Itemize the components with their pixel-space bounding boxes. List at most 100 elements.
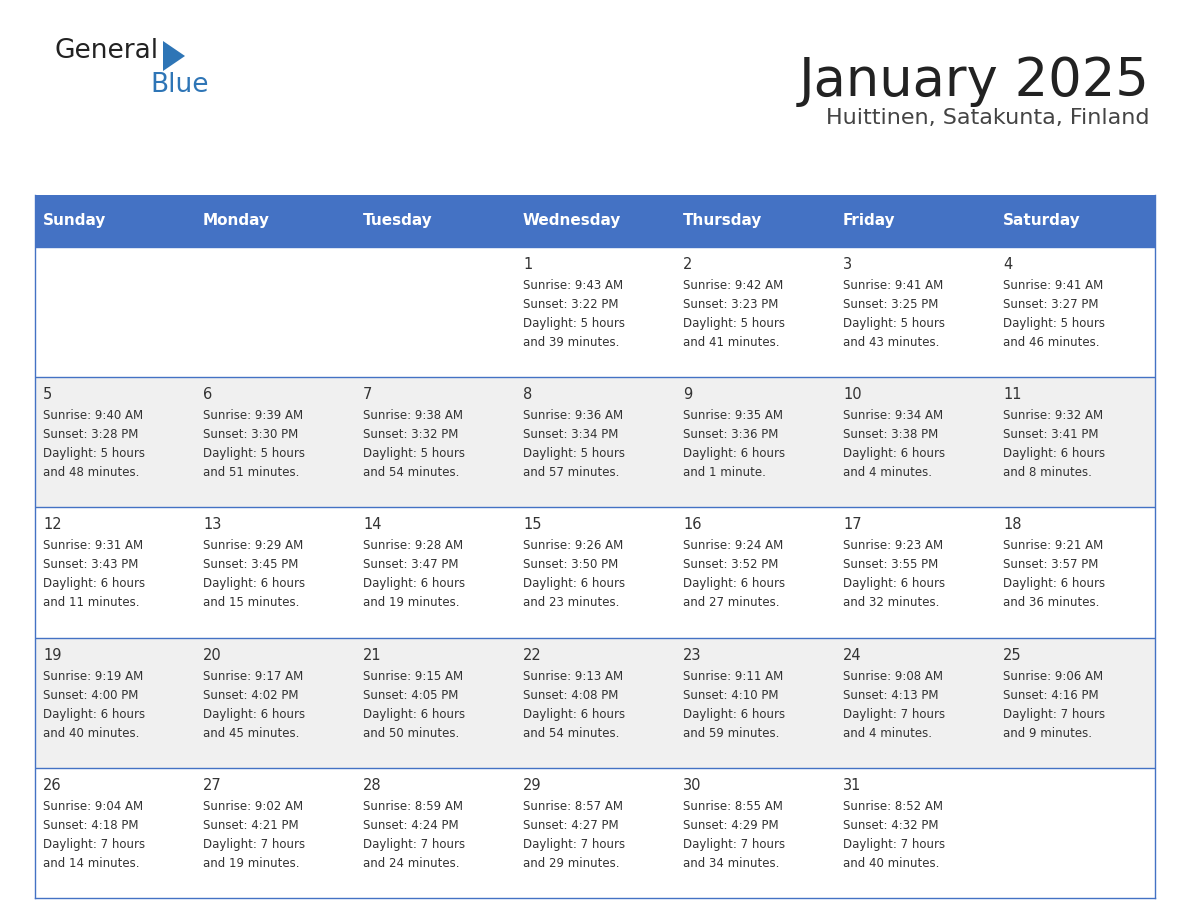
Bar bbox=[675, 195, 835, 247]
Text: and 41 minutes.: and 41 minutes. bbox=[683, 336, 779, 349]
Text: 5: 5 bbox=[43, 387, 52, 402]
Text: 12: 12 bbox=[43, 518, 62, 532]
Text: and 43 minutes.: and 43 minutes. bbox=[843, 336, 940, 349]
Text: Sunset: 3:43 PM: Sunset: 3:43 PM bbox=[43, 558, 138, 571]
Bar bbox=[516, 195, 675, 247]
Bar bbox=[996, 508, 1155, 638]
Bar bbox=[835, 508, 996, 638]
Bar bbox=[516, 508, 675, 638]
Bar bbox=[835, 638, 996, 767]
Text: 8: 8 bbox=[523, 387, 532, 402]
Text: Daylight: 7 hours: Daylight: 7 hours bbox=[683, 838, 785, 851]
Bar bbox=[675, 377, 835, 508]
Text: and 40 minutes.: and 40 minutes. bbox=[43, 727, 139, 740]
Bar bbox=[996, 638, 1155, 767]
Text: Daylight: 5 hours: Daylight: 5 hours bbox=[43, 447, 145, 460]
Text: 30: 30 bbox=[683, 778, 701, 793]
Text: Sunrise: 9:28 AM: Sunrise: 9:28 AM bbox=[364, 540, 463, 553]
Text: Daylight: 5 hours: Daylight: 5 hours bbox=[364, 447, 465, 460]
Text: Daylight: 5 hours: Daylight: 5 hours bbox=[523, 317, 625, 330]
Text: and 32 minutes.: and 32 minutes. bbox=[843, 597, 940, 610]
Bar bbox=[835, 767, 996, 898]
Bar bbox=[516, 767, 675, 898]
Bar bbox=[996, 195, 1155, 247]
Text: Sunset: 3:41 PM: Sunset: 3:41 PM bbox=[1003, 428, 1099, 442]
Text: Sunset: 3:52 PM: Sunset: 3:52 PM bbox=[683, 558, 778, 571]
Bar bbox=[195, 638, 355, 767]
Text: and 29 minutes.: and 29 minutes. bbox=[523, 856, 619, 869]
Text: Friday: Friday bbox=[843, 214, 896, 229]
Text: Sunset: 3:38 PM: Sunset: 3:38 PM bbox=[843, 428, 939, 442]
Text: 14: 14 bbox=[364, 518, 381, 532]
Text: 26: 26 bbox=[43, 778, 62, 793]
Text: Sunset: 4:00 PM: Sunset: 4:00 PM bbox=[43, 688, 138, 701]
Bar bbox=[675, 247, 835, 377]
Text: Sunset: 3:45 PM: Sunset: 3:45 PM bbox=[203, 558, 298, 571]
Text: Sunrise: 9:42 AM: Sunrise: 9:42 AM bbox=[683, 279, 783, 292]
Bar bbox=[34, 195, 195, 247]
Text: 25: 25 bbox=[1003, 647, 1022, 663]
Text: 21: 21 bbox=[364, 647, 381, 663]
Text: Daylight: 6 hours: Daylight: 6 hours bbox=[1003, 447, 1105, 460]
Text: Sunrise: 9:35 AM: Sunrise: 9:35 AM bbox=[683, 409, 783, 422]
Polygon shape bbox=[163, 41, 185, 71]
Text: Sunset: 3:27 PM: Sunset: 3:27 PM bbox=[1003, 298, 1099, 311]
Text: Sunrise: 9:04 AM: Sunrise: 9:04 AM bbox=[43, 800, 143, 812]
Text: 17: 17 bbox=[843, 518, 861, 532]
Text: Sunrise: 8:59 AM: Sunrise: 8:59 AM bbox=[364, 800, 463, 812]
Text: Sunrise: 9:06 AM: Sunrise: 9:06 AM bbox=[1003, 669, 1104, 683]
Text: 28: 28 bbox=[364, 778, 381, 793]
Bar bbox=[675, 508, 835, 638]
Text: 18: 18 bbox=[1003, 518, 1022, 532]
Text: and 34 minutes.: and 34 minutes. bbox=[683, 856, 779, 869]
Text: 15: 15 bbox=[523, 518, 542, 532]
Text: 16: 16 bbox=[683, 518, 701, 532]
Text: Sunset: 4:21 PM: Sunset: 4:21 PM bbox=[203, 819, 298, 832]
Text: Sunrise: 9:23 AM: Sunrise: 9:23 AM bbox=[843, 540, 943, 553]
Bar bbox=[675, 767, 835, 898]
Text: and 1 minute.: and 1 minute. bbox=[683, 466, 766, 479]
Text: Daylight: 6 hours: Daylight: 6 hours bbox=[43, 708, 145, 721]
Bar bbox=[355, 508, 516, 638]
Text: Sunset: 4:10 PM: Sunset: 4:10 PM bbox=[683, 688, 778, 701]
Text: and 4 minutes.: and 4 minutes. bbox=[843, 466, 933, 479]
Text: Sunday: Sunday bbox=[43, 214, 107, 229]
Bar bbox=[516, 247, 675, 377]
Text: and 19 minutes.: and 19 minutes. bbox=[364, 597, 460, 610]
Text: 22: 22 bbox=[523, 647, 542, 663]
Text: Sunset: 4:27 PM: Sunset: 4:27 PM bbox=[523, 819, 619, 832]
Text: and 27 minutes.: and 27 minutes. bbox=[683, 597, 779, 610]
Bar bbox=[195, 508, 355, 638]
Text: Sunset: 3:25 PM: Sunset: 3:25 PM bbox=[843, 298, 939, 311]
Text: Daylight: 6 hours: Daylight: 6 hours bbox=[523, 708, 625, 721]
Text: Sunset: 4:08 PM: Sunset: 4:08 PM bbox=[523, 688, 619, 701]
Bar bbox=[355, 377, 516, 508]
Text: Sunrise: 9:15 AM: Sunrise: 9:15 AM bbox=[364, 669, 463, 683]
Text: General: General bbox=[55, 38, 159, 64]
Text: Sunrise: 9:31 AM: Sunrise: 9:31 AM bbox=[43, 540, 143, 553]
Bar bbox=[516, 638, 675, 767]
Text: Sunrise: 9:32 AM: Sunrise: 9:32 AM bbox=[1003, 409, 1104, 422]
Text: Sunset: 4:05 PM: Sunset: 4:05 PM bbox=[364, 688, 459, 701]
Bar bbox=[675, 638, 835, 767]
Text: and 51 minutes.: and 51 minutes. bbox=[203, 466, 299, 479]
Text: Wednesday: Wednesday bbox=[523, 214, 621, 229]
Bar bbox=[996, 767, 1155, 898]
Text: Daylight: 6 hours: Daylight: 6 hours bbox=[683, 447, 785, 460]
Text: Daylight: 7 hours: Daylight: 7 hours bbox=[843, 838, 946, 851]
Text: Saturday: Saturday bbox=[1003, 214, 1081, 229]
Bar bbox=[195, 767, 355, 898]
Text: Daylight: 7 hours: Daylight: 7 hours bbox=[203, 838, 305, 851]
Text: Sunset: 4:29 PM: Sunset: 4:29 PM bbox=[683, 819, 778, 832]
Text: Sunrise: 9:08 AM: Sunrise: 9:08 AM bbox=[843, 669, 943, 683]
Text: and 48 minutes.: and 48 minutes. bbox=[43, 466, 139, 479]
Text: Sunrise: 9:11 AM: Sunrise: 9:11 AM bbox=[683, 669, 783, 683]
Text: Sunrise: 9:24 AM: Sunrise: 9:24 AM bbox=[683, 540, 783, 553]
Text: Huittinen, Satakunta, Finland: Huittinen, Satakunta, Finland bbox=[827, 108, 1150, 128]
Text: Blue: Blue bbox=[150, 72, 209, 98]
Text: and 45 minutes.: and 45 minutes. bbox=[203, 727, 299, 740]
Text: Daylight: 7 hours: Daylight: 7 hours bbox=[1003, 708, 1105, 721]
Text: 29: 29 bbox=[523, 778, 542, 793]
Text: Sunrise: 9:34 AM: Sunrise: 9:34 AM bbox=[843, 409, 943, 422]
Text: and 57 minutes.: and 57 minutes. bbox=[523, 466, 619, 479]
